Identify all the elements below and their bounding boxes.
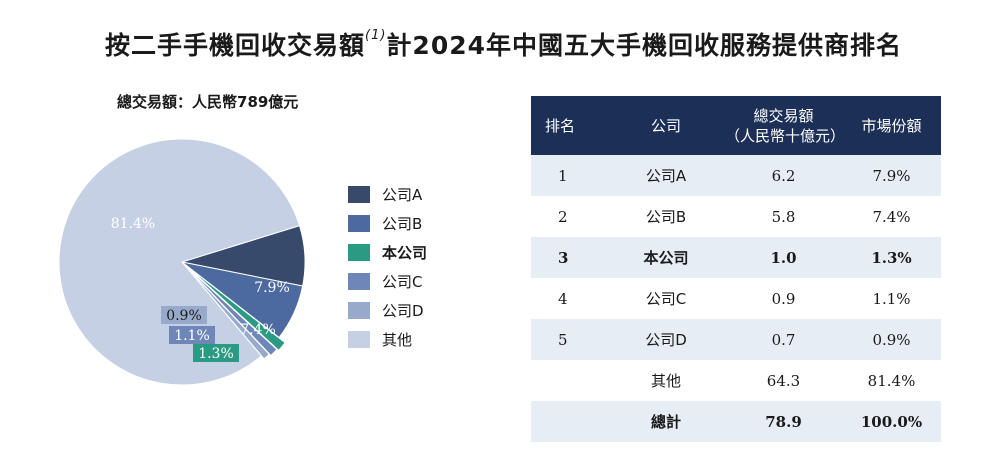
cell-share: 7.9% <box>842 155 941 196</box>
cell-share: 100.0% <box>842 401 941 442</box>
cell-rank: 2 <box>558 207 568 226</box>
legend-label: 本公司 <box>382 244 428 262</box>
cell-gtv: 5.8 <box>771 207 796 226</box>
legend-label: 公司C <box>382 273 423 291</box>
legend-swatch <box>348 273 370 290</box>
cell-company: 本公司 <box>607 237 725 278</box>
cell-rank <box>531 360 607 401</box>
cell-rank: 4 <box>558 289 568 308</box>
legend-label: 公司B <box>382 215 423 233</box>
legend-swatch <box>348 244 370 261</box>
header-rank: 排名 <box>531 96 607 155</box>
cell-gtv: 0.9 <box>771 289 796 308</box>
data-label: 0.9% <box>166 308 202 324</box>
chart-title: 按二手手機回收交易額(1)計2024年中國五大手機回收服務提供商排名 <box>0 26 1007 62</box>
legend-item: 公司B <box>348 209 427 238</box>
data-label-bg <box>161 306 207 324</box>
pie-slice <box>58 138 301 386</box>
data-label: 7.4% <box>240 322 276 338</box>
legend-label: 公司A <box>382 186 423 204</box>
data-label: 7.9% <box>254 280 290 296</box>
pie-slice <box>185 265 278 357</box>
title-footnote: (1) <box>365 28 387 43</box>
legend-label: 公司D <box>382 302 424 320</box>
title-main: 按二手手機回收交易額 <box>104 31 365 60</box>
legend-item: 公司D <box>348 296 427 325</box>
pie-slice <box>187 266 286 352</box>
cell-rank: 5 <box>531 319 607 360</box>
pie-slice <box>184 264 270 360</box>
total-gtv-label: 總交易額：人民幣789億元 <box>117 93 299 111</box>
cell-gtv: 78.9 <box>725 401 842 442</box>
cell-rank: 3 <box>531 237 607 278</box>
header-gtv: 總交易額 （人民幣十億元） <box>725 96 846 155</box>
table-header-row: 排名 公司 總交易額 （人民幣十億元） 市場份額 <box>531 96 941 155</box>
cell-gtv: 0.7 <box>725 319 842 360</box>
cell-company: 公司B <box>645 208 687 226</box>
legend-item: 公司C <box>348 267 427 296</box>
title-tail: 計2024年中國五大手機回收服務提供商排名 <box>386 31 903 60</box>
legend-item: 其他 <box>348 325 427 354</box>
cell-company: 公司D <box>607 319 725 360</box>
cell-company: 總計 <box>607 401 725 442</box>
cell-share: 1.1% <box>872 289 911 308</box>
legend-label: 其他 <box>382 331 413 349</box>
table-row: 2 公司B 5.8 7.4% <box>531 196 941 237</box>
legend: 公司A 公司B 本公司 公司C 公司D 其他 <box>348 180 427 354</box>
data-label: 1.3% <box>198 346 234 362</box>
table-row-our-company: 3 本公司 1.0 1.3% <box>531 237 941 278</box>
table-row: 4 公司C 0.9 1.1% <box>531 278 941 319</box>
table-row: 5 公司D 0.7 0.9% <box>531 319 941 360</box>
data-label: 1.1% <box>174 328 210 344</box>
legend-swatch <box>348 215 370 232</box>
header-company: 公司 <box>607 96 725 155</box>
cell-gtv: 1.0 <box>725 237 842 278</box>
legend-item: 本公司 <box>348 238 427 267</box>
cell-share: 0.9% <box>842 319 941 360</box>
cell-company: 公司A <box>607 155 725 196</box>
header-gtv-line2: （人民幣十億元） <box>725 126 846 145</box>
legend-swatch <box>348 302 370 319</box>
cell-company: 公司C <box>645 290 687 308</box>
cell-share: 1.3% <box>842 237 941 278</box>
data-label: 81.4% <box>111 216 155 232</box>
legend-swatch <box>348 331 370 348</box>
legend-swatch <box>348 186 370 203</box>
cell-share: 81.4% <box>867 371 916 390</box>
cell-company: 其他 <box>650 372 681 390</box>
data-label-bg <box>193 344 239 362</box>
cell-rank <box>531 401 607 442</box>
data-label-bg <box>169 326 215 344</box>
table-row-total: 總計 78.9 100.0% <box>531 401 941 442</box>
table-row: 其他 64.3 81.4% <box>531 360 941 401</box>
cell-gtv: 6.2 <box>725 155 842 196</box>
ranking-table: 排名 公司 總交易額 （人民幣十億元） 市場份額 1 公司A 6.2 7.9% 2… <box>531 96 941 442</box>
legend-item: 公司A <box>348 180 427 209</box>
cell-rank: 1 <box>531 155 607 196</box>
table-row: 1 公司A 6.2 7.9% <box>531 155 941 196</box>
pie-chart: 7.9% 7.4% 1.3% 1.1% 0.9% 81.4% <box>58 138 306 386</box>
cell-share: 7.4% <box>872 207 911 226</box>
cell-gtv: 64.3 <box>766 371 801 390</box>
header-share: 市場份額 <box>842 96 941 155</box>
header-gtv-line1: 總交易額 <box>753 106 814 125</box>
